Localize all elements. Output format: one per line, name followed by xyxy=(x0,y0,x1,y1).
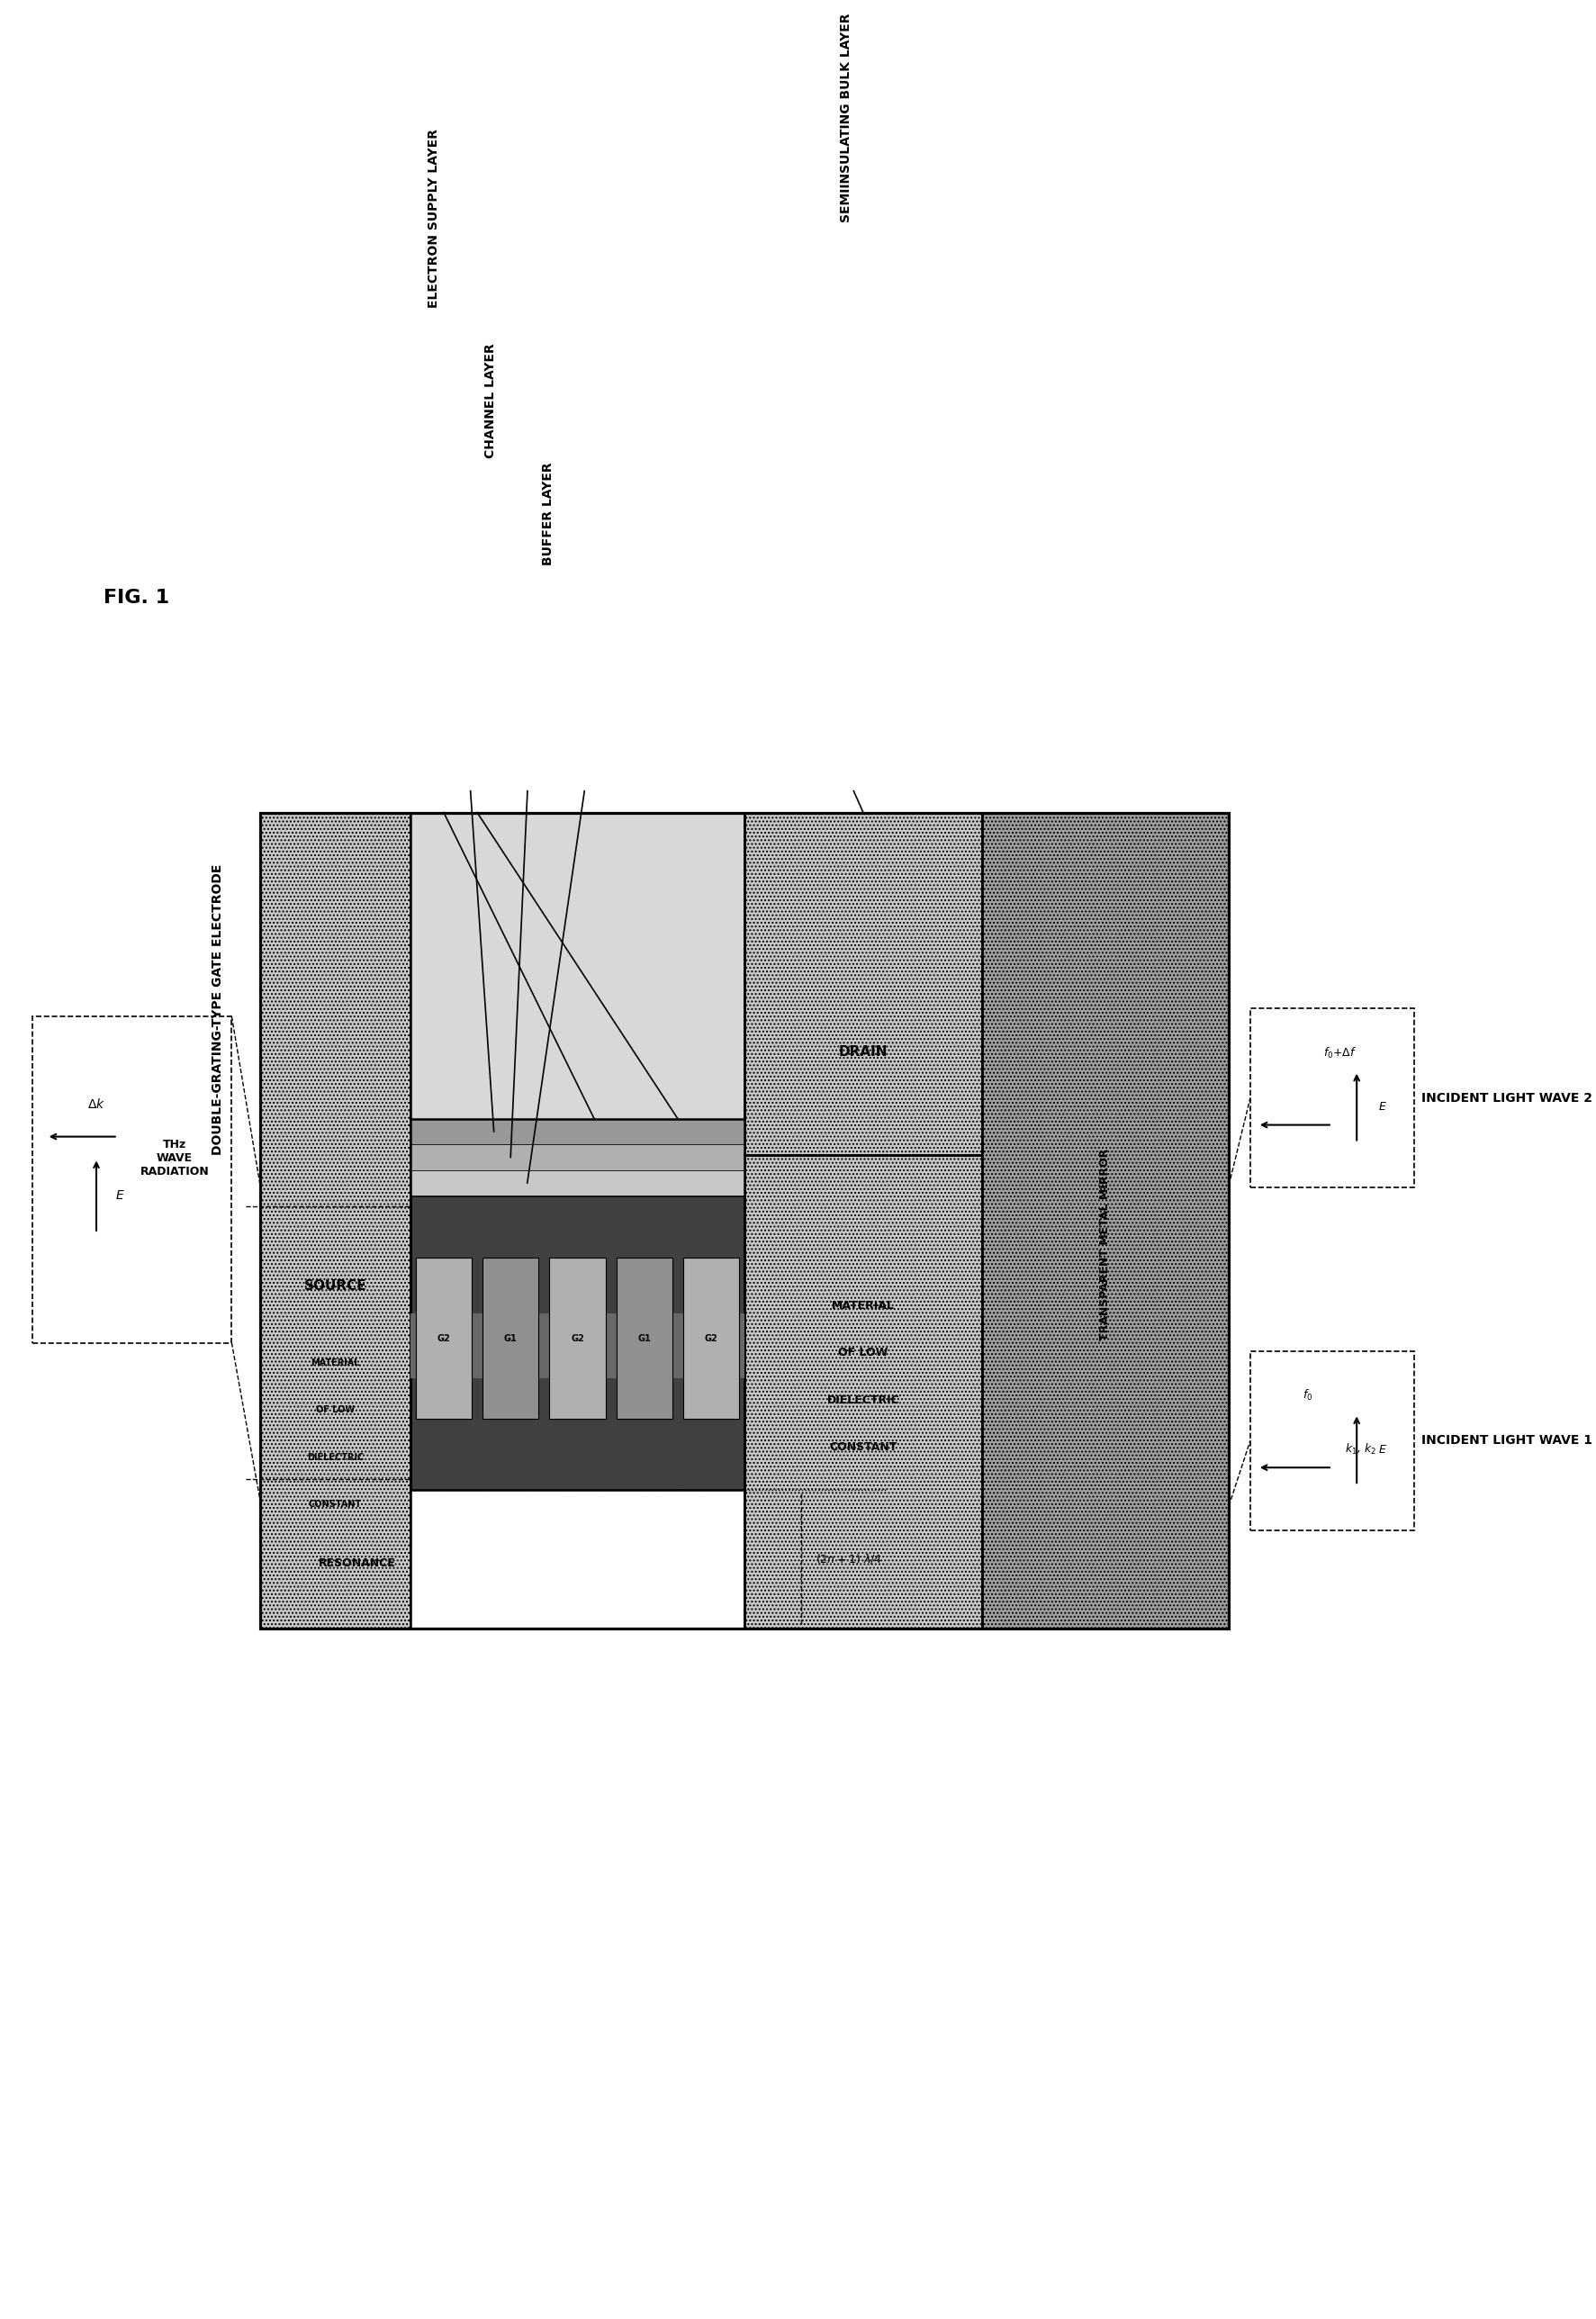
Bar xyxy=(683,1257,739,1419)
Text: SOURCE: SOURCE xyxy=(303,1278,367,1292)
Bar xyxy=(744,812,982,1155)
Bar xyxy=(415,1257,471,1419)
Text: G2: G2 xyxy=(570,1333,584,1343)
Bar xyxy=(32,1016,231,1343)
Text: MATERIAL: MATERIAL xyxy=(832,1301,894,1313)
Text: $\Delta k$: $\Delta k$ xyxy=(88,1097,105,1111)
Bar xyxy=(260,812,1229,1628)
Bar xyxy=(1250,1352,1414,1531)
Text: INCIDENT LIGHT WAVE 1: INCIDENT LIGHT WAVE 1 xyxy=(1420,1435,1591,1447)
Text: RESONANCE: RESONANCE xyxy=(319,1556,396,1570)
Text: G1: G1 xyxy=(637,1333,651,1343)
Text: DIELECTRIC: DIELECTRIC xyxy=(827,1394,899,1405)
Text: OF LOW: OF LOW xyxy=(316,1405,354,1415)
Text: $E$: $E$ xyxy=(1377,1445,1387,1456)
Text: $f_0$+$\Delta f$: $f_0$+$\Delta f$ xyxy=(1323,1046,1357,1060)
Text: FIG. 1: FIG. 1 xyxy=(104,589,169,608)
Text: $E$: $E$ xyxy=(115,1190,124,1201)
Text: DOUBLE-GRATING-TYPE GATE ELECTRODE: DOUBLE-GRATING-TYPE GATE ELECTRODE xyxy=(211,865,223,1155)
Text: INCIDENT LIGHT WAVE 2: INCIDENT LIGHT WAVE 2 xyxy=(1420,1092,1591,1104)
Text: DIELECTRIC: DIELECTRIC xyxy=(306,1454,364,1461)
Text: ELECTRON SUPPLY LAYER: ELECTRON SUPPLY LAYER xyxy=(428,130,440,308)
Text: CONSTANT: CONSTANT xyxy=(308,1500,362,1510)
Text: $f_0$: $f_0$ xyxy=(1302,1389,1312,1403)
Bar xyxy=(616,1257,672,1419)
Text: THz
WAVE
RADIATION: THz WAVE RADIATION xyxy=(140,1139,209,1178)
Text: OF LOW: OF LOW xyxy=(838,1347,887,1359)
Bar xyxy=(744,1155,982,1628)
Bar xyxy=(260,812,410,1628)
Text: TRANSPARENT METAL MIRROR: TRANSPARENT METAL MIRROR xyxy=(1100,1148,1111,1340)
Text: BUFFER LAYER: BUFFER LAYER xyxy=(541,461,554,566)
Bar xyxy=(410,1118,744,1143)
Bar xyxy=(410,1489,744,1628)
Bar xyxy=(410,1143,744,1171)
Text: MATERIAL: MATERIAL xyxy=(311,1359,359,1368)
Bar xyxy=(1250,1009,1414,1187)
Text: CONSTANT: CONSTANT xyxy=(828,1442,897,1454)
Text: $(2n+1)$ $\lambda/4$: $(2n+1)$ $\lambda/4$ xyxy=(816,1551,883,1565)
Bar xyxy=(482,1257,538,1419)
Text: G2: G2 xyxy=(704,1333,717,1343)
Bar xyxy=(549,1257,605,1419)
Text: SEMIINSULATING BULK LAYER: SEMIINSULATING BULK LAYER xyxy=(839,14,852,223)
Text: $E$: $E$ xyxy=(1377,1102,1387,1113)
Text: DRAIN: DRAIN xyxy=(838,1046,887,1060)
Text: G2: G2 xyxy=(437,1333,450,1343)
Bar xyxy=(410,1197,744,1489)
Bar xyxy=(410,812,744,1197)
Text: G1: G1 xyxy=(504,1333,517,1343)
Bar xyxy=(982,812,1229,1628)
Bar xyxy=(410,1313,744,1377)
Text: $k_1$, $k_2$: $k_1$, $k_2$ xyxy=(1344,1442,1376,1456)
Bar xyxy=(410,1171,744,1197)
Text: CHANNEL LAYER: CHANNEL LAYER xyxy=(485,343,496,459)
